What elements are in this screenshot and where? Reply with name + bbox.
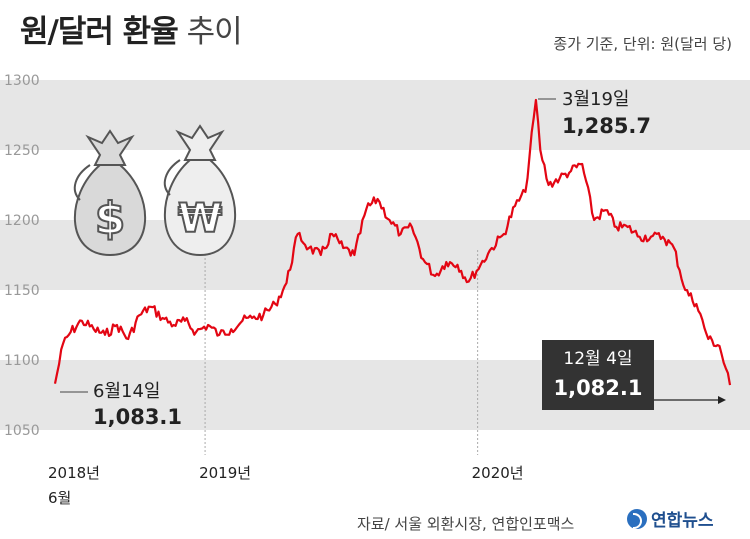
- logo-text: 연합뉴스: [651, 511, 714, 531]
- annotation-start-date: 6월14일: [93, 381, 160, 402]
- x-tick-sublabel: 6월: [48, 489, 71, 507]
- yonhap-logo-icon: [627, 508, 647, 529]
- annotation-end-date: 12월 4일: [563, 349, 632, 369]
- title-main: 원/달러 환율: [20, 14, 179, 50]
- band-0: [0, 80, 750, 150]
- y-axis-ticks: 1300 1250 1200 1150 1100 1050: [4, 73, 40, 439]
- x-tick-label: 2019년: [199, 464, 251, 482]
- x-axis-ticks: 2018년 6월 2019년 2020년: [48, 464, 524, 507]
- y-tick-label: 1150: [4, 283, 40, 299]
- unit-note: 종가 기준, 단위: 원(달러 당): [553, 35, 732, 53]
- annotation-end-value: 1,082.1: [553, 376, 642, 400]
- x-tick-label: 2018년: [48, 464, 100, 482]
- y-tick-label: 1200: [4, 213, 40, 229]
- annotation-end-box: [542, 340, 654, 410]
- annotation-end: 12월 4일 1,082.1: [542, 340, 726, 410]
- source-note: 자료/ 서울 외환시장, 연합인포맥스: [357, 515, 575, 533]
- annotation-peak-date: 3월19일: [562, 89, 629, 110]
- exchange-rate-line: [53, 98, 732, 386]
- arrow-icon: [718, 396, 726, 404]
- y-tick-label: 1100: [4, 353, 40, 369]
- annotation-start: 6월14일 1,083.1: [60, 381, 182, 429]
- annotation-start-value: 1,083.1: [93, 405, 182, 429]
- annotation-peak-value: 1,285.7: [562, 114, 651, 138]
- y-tick-label: 1300: [4, 73, 40, 89]
- svg-text:₩: ₩: [178, 196, 222, 242]
- background-bands: [0, 80, 750, 430]
- svg-text:$: $: [95, 193, 126, 244]
- y-tick-label: 1050: [4, 423, 40, 439]
- won-money-bag-icon: ₩: [163, 124, 237, 257]
- title-sub: 추이: [186, 14, 243, 50]
- annotation-peak: 3월19일 1,285.7: [538, 89, 651, 138]
- x-tick-label: 2020년: [472, 464, 524, 482]
- y-tick-label: 1250: [4, 143, 40, 159]
- yonhap-logo: 연합뉴스: [627, 506, 714, 531]
- chart-title: 원/달러 환율 추이: [20, 6, 243, 51]
- dollar-money-bag-icon: $: [73, 129, 147, 257]
